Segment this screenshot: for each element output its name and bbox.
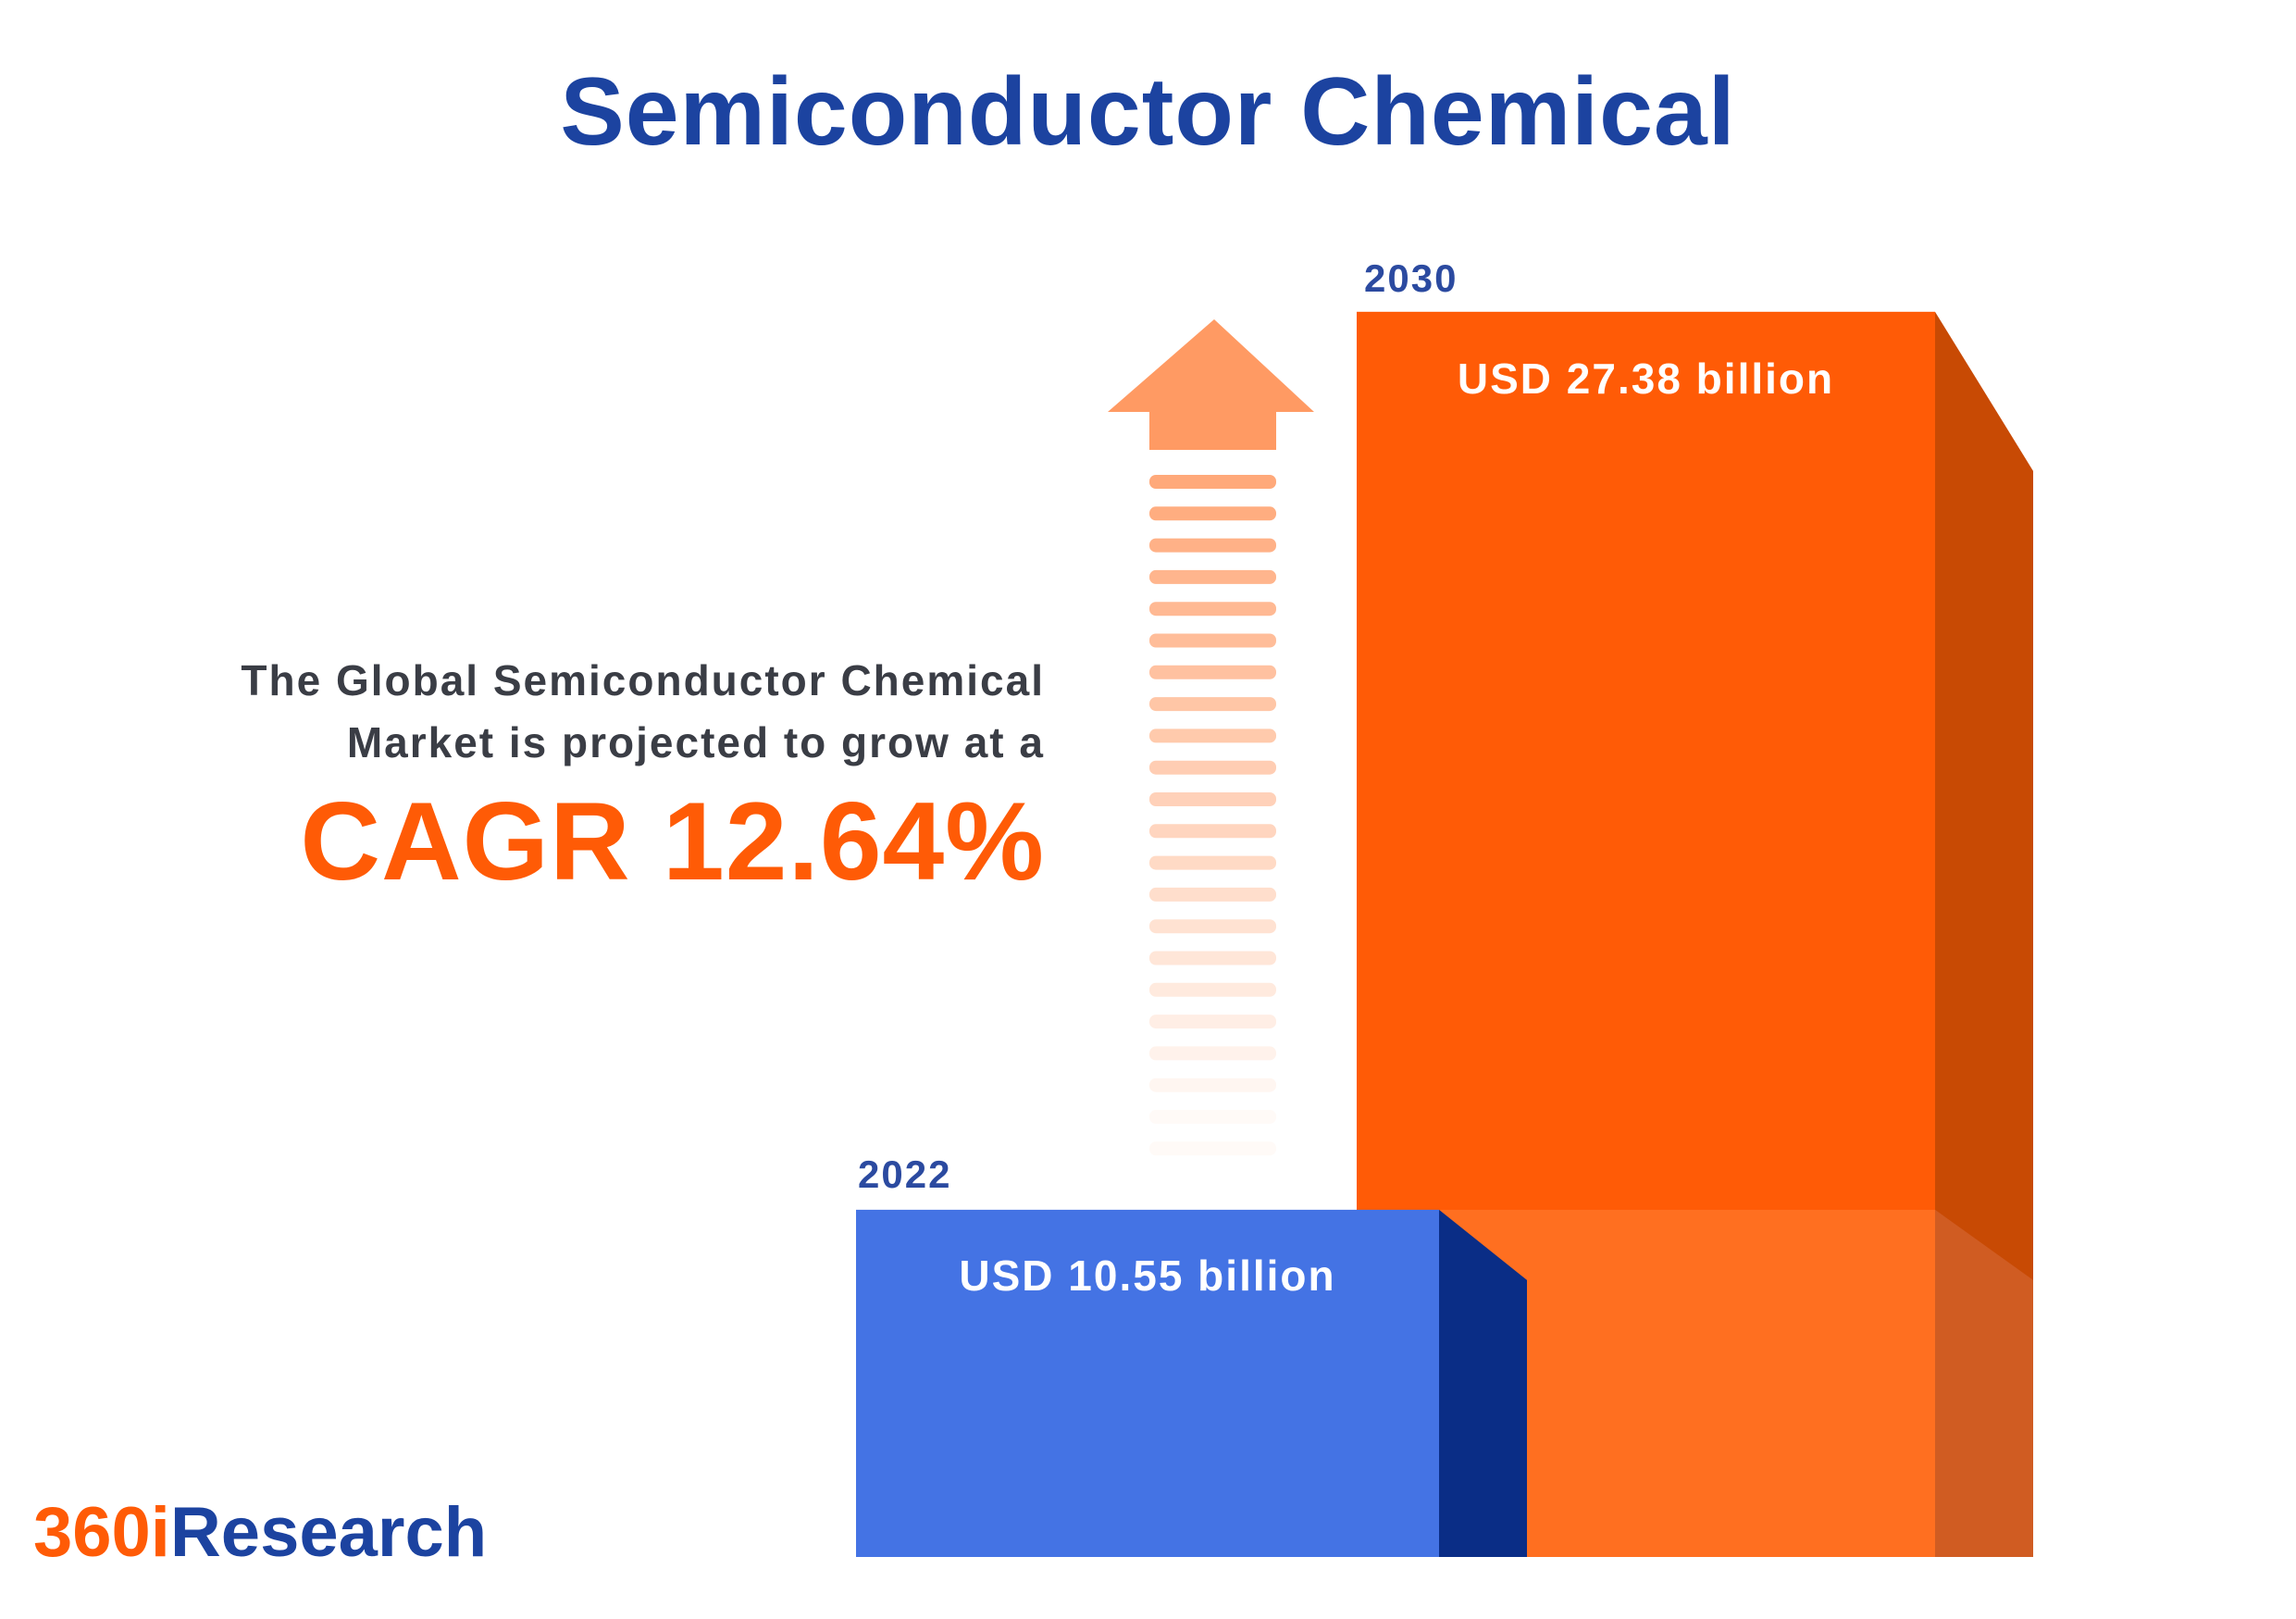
arrow-stripe: [1149, 1077, 1276, 1092]
arrow-stripe: [1149, 538, 1276, 553]
arrow-stripe: [1149, 824, 1276, 839]
arrow-stripe: [1149, 951, 1276, 965]
arrow-stripe: [1149, 633, 1276, 648]
arrow-stripe: [1149, 887, 1276, 902]
description-line-1: The Global Semiconductor Chemical: [241, 656, 1045, 704]
growth-arrow-icon: [1108, 319, 1314, 450]
arrow-stripe: [1149, 982, 1276, 997]
logo-part-1: 360i: [33, 1493, 170, 1572]
value-label-2030: USD 27.38 billion: [1457, 354, 1835, 403]
year-label-2022: 2022: [858, 1152, 952, 1196]
page-title: Semiconductor Chemical: [560, 58, 1736, 166]
arrow-stripe: [1149, 506, 1276, 521]
arrow-stripe: [1149, 855, 1276, 870]
arrow-stripe: [1149, 1046, 1276, 1061]
arrow-stripe: [1149, 729, 1276, 743]
arrow-stripe: [1149, 1141, 1276, 1156]
bar-2030-lower-side: [1935, 1209, 2033, 1557]
arrow-stripe: [1149, 697, 1276, 712]
arrow-stripe: [1149, 760, 1276, 775]
arrow-stripe: [1149, 475, 1276, 489]
bar-2022-front: [856, 1209, 1439, 1557]
arrow-stripe: [1149, 665, 1276, 679]
arrow-stripe: [1149, 569, 1276, 584]
year-label-2030: 2030: [1364, 255, 1458, 300]
description-line-2: Market is projected to grow at a: [346, 718, 1045, 766]
arrow-stripe: [1149, 602, 1276, 616]
arrow-stripe: [1149, 919, 1276, 934]
value-label-2022: USD 10.55 billion: [959, 1251, 1336, 1300]
bar-2022-side: [1439, 1209, 1527, 1557]
arrow-stripe: [1149, 792, 1276, 806]
cagr-value: CAGR 12.64%: [300, 779, 1045, 903]
arrow-stripe: [1149, 1110, 1276, 1124]
logo-part-2: Research: [169, 1493, 488, 1572]
arrow-stripe: [1149, 1015, 1276, 1029]
logo: 360iResearch: [33, 1492, 487, 1573]
